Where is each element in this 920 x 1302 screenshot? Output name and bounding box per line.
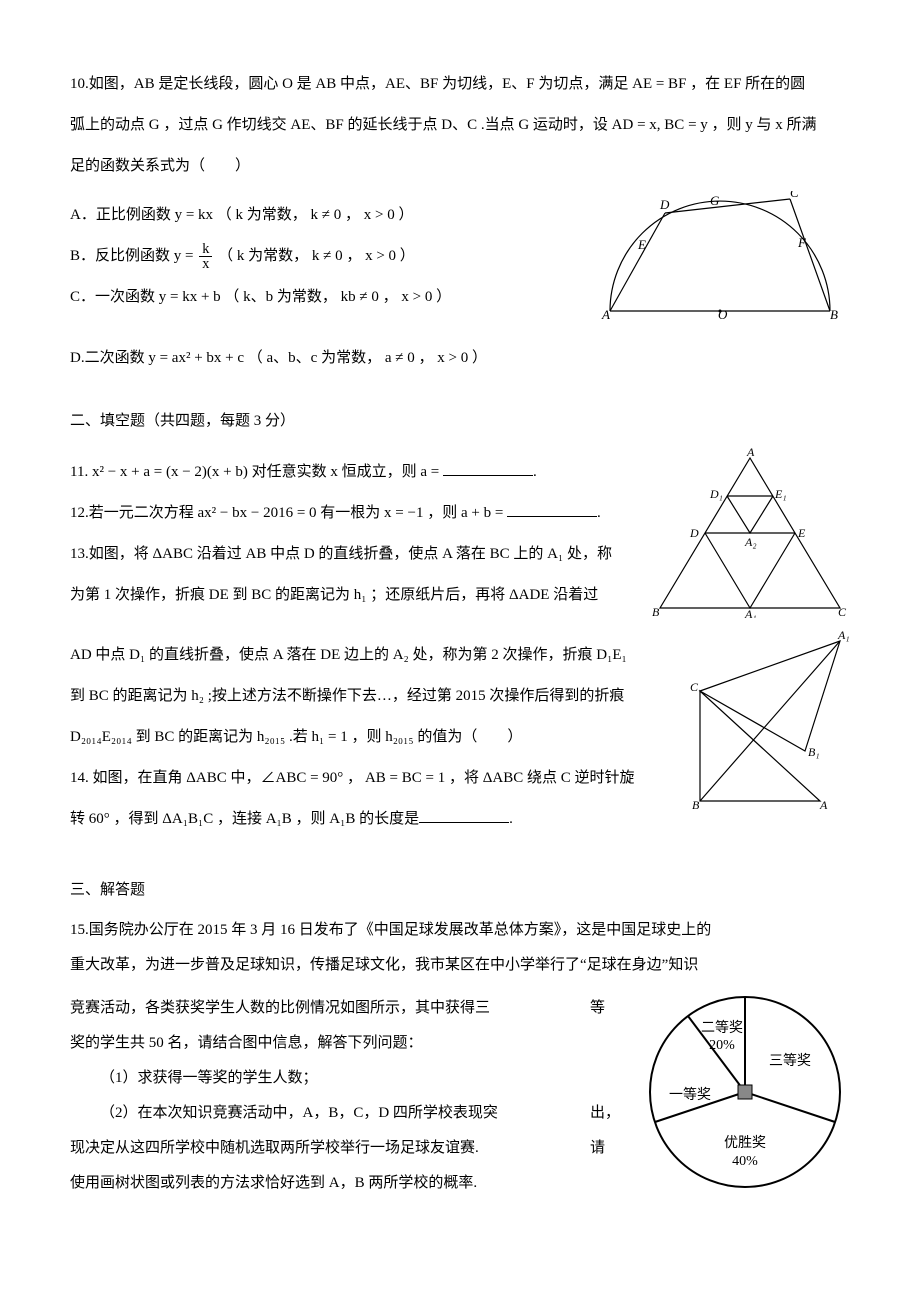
q15-sub1: （1）求获得一等奖的学生人数； bbox=[70, 1065, 570, 1092]
q15-sub2-line1: （2）在本次知识竞赛活动中，A，B，C，D 四所学校表现突 bbox=[70, 1100, 570, 1127]
q12: 12.若一元二次方程 ax² − bx − 2016 = 0 有一根为 x = … bbox=[70, 497, 630, 530]
label-C: C bbox=[790, 191, 799, 200]
q12-text: 12.若一元二次方程 ax² − bx − 2016 = 0 有一根为 x = … bbox=[70, 505, 507, 521]
q15-line2: 重大改革，为进一步普及足球知识，传播足球文化，我市某区在中小学举行了“足球在身边… bbox=[70, 952, 850, 979]
q13-figure: A B C D E D₁ E₁ A₁ A₂ bbox=[650, 448, 850, 618]
label-E: E bbox=[637, 237, 646, 252]
q10-figure: A B O E F D C G bbox=[590, 191, 850, 321]
q10-optA: A．正比例函数 y = kx （ k 为常数， k ≠ 0 ， x > 0 ） bbox=[70, 199, 570, 232]
q10-line2: 弧上的动点 G ，过点 G 作切线交 AE、BF 的延长线于点 D、C .当点 … bbox=[70, 109, 850, 142]
label-B: B bbox=[652, 605, 660, 618]
label-O: O bbox=[718, 307, 728, 321]
q15-sub2-line3: 使用画树状图或列表的方法求恰好选到 A，B 两所学校的概率. bbox=[70, 1170, 570, 1197]
label-A1: A₁ bbox=[744, 607, 757, 618]
label-B: B bbox=[692, 798, 700, 811]
pie-pct-honor: 40% bbox=[732, 1154, 758, 1169]
q15-wrap-3: 请 bbox=[590, 1135, 620, 1162]
label-A: A bbox=[746, 448, 755, 459]
q13-line5: D₂₀₁₄E₂₀₁₄ 到 BC 的距离记为 h₂₀₁₅ .若 h₁ = 1 ，则… bbox=[70, 721, 660, 754]
q14-end: . bbox=[509, 811, 513, 827]
q11-end: . bbox=[533, 464, 537, 480]
q13-line1: 13.如图，将 ΔABC 沿着过 AB 中点 D 的直线折叠，使点 A 落在 B… bbox=[70, 538, 630, 571]
q10-optB: B．反比例函数 y = kx （ k 为常数， k ≠ 0 ， x > 0 ） bbox=[70, 240, 570, 273]
label-D: D bbox=[689, 526, 699, 540]
label-A: A bbox=[601, 307, 610, 321]
pie-label-third: 三等奖 bbox=[769, 1052, 811, 1069]
label-A: A bbox=[819, 798, 828, 811]
label-B: B bbox=[830, 307, 838, 321]
q14-text: 转 60° ，得到 ΔA₁B₁C ，连接 A₁B ，则 A₁B 的长度是 bbox=[70, 811, 419, 827]
label-E: E bbox=[797, 526, 806, 540]
q10-optB-pre: B．反比例函数 y = bbox=[70, 248, 197, 264]
label-B1: B₁ bbox=[808, 745, 820, 759]
q12-end: . bbox=[597, 505, 601, 521]
q10-line1: 10.如图，AB 是定长线段，圆心 O 是 AB 中点，AE、BF 为切线，E、… bbox=[70, 68, 850, 101]
label-E1: E₁ bbox=[774, 487, 787, 501]
label-G: G bbox=[710, 193, 720, 208]
q14-blank[interactable] bbox=[419, 807, 509, 823]
q10-optD: D.二次函数 y = ax² + bx + c （ a、b、c 为常数， a ≠… bbox=[70, 342, 850, 375]
q15-wrap-1: 等 bbox=[590, 995, 620, 1022]
label-F: F bbox=[797, 235, 807, 250]
q14-line1: 14. 如图，在直角 ΔABC 中，∠ABC = 90° ， AB = BC =… bbox=[70, 762, 660, 795]
fraction-k-x: kx bbox=[199, 242, 212, 272]
pie-label-second: 二等奖 bbox=[701, 1019, 743, 1036]
q15-line4: 奖的学生共 50 名，请结合图中信息，解答下列问题： bbox=[70, 1030, 570, 1057]
q12-blank[interactable] bbox=[507, 501, 597, 517]
q13-line2: 为第 1 次操作，折痕 DE 到 BC 的距离记为 h₁ ；还原纸片后，再将 Δ… bbox=[70, 579, 630, 612]
pie-chart: 二等奖 20% 三等奖 一等奖 优胜奖 40% bbox=[640, 987, 850, 1197]
section-3-heading: 三、解答题 bbox=[70, 874, 850, 907]
q10-optB-post: （ k 为常数， k ≠ 0 ， x > 0 ） bbox=[214, 248, 414, 264]
label-D: D bbox=[659, 197, 670, 212]
pie-pct-second: 20% bbox=[709, 1038, 735, 1053]
section-2-heading: 二、填空题（共四题，每题 3 分） bbox=[70, 405, 850, 438]
q13-line4: 到 BC 的距离记为 h₂ ;按上述方法不断操作下去…，经过第 2015 次操作… bbox=[70, 680, 660, 713]
label-C: C bbox=[690, 680, 699, 694]
q10-line3: 足的函数关系式为（ ） bbox=[70, 150, 850, 183]
label-C: C bbox=[838, 605, 847, 618]
q15-wrap-2: 出， bbox=[590, 1100, 620, 1127]
pie-label-first: 一等奖 bbox=[669, 1086, 711, 1103]
q15-line3: 竞赛活动，各类获奖学生人数的比例情况如图所示，其中获得三 bbox=[70, 995, 570, 1022]
label-A2: A₂ bbox=[744, 535, 757, 549]
q11-blank[interactable] bbox=[443, 460, 533, 476]
q10-optC: C．一次函数 y = kx + b （ k、b 为常数， kb ≠ 0 ， x … bbox=[70, 281, 570, 314]
label-A1: A₁ bbox=[837, 631, 850, 642]
label-D1: D₁ bbox=[709, 487, 723, 501]
q15-sub2-line2: 现决定从这四所学校中随机选取两所学校举行一场足球友谊赛. bbox=[70, 1135, 570, 1162]
pie-label-honor: 优胜奖 bbox=[724, 1134, 766, 1151]
q13-line3: AD 中点 D₁ 的直线折叠，使点 A 落在 DE 边上的 A₂ 处，称为第 2… bbox=[70, 639, 660, 672]
q14-line2: 转 60° ，得到 ΔA₁B₁C ，连接 A₁B ，则 A₁B 的长度是. bbox=[70, 803, 660, 836]
q11: 11. x² − x + a = (x − 2)(x + b) 对任意实数 x … bbox=[70, 456, 630, 489]
q11-text: 11. x² − x + a = (x − 2)(x + b) 对任意实数 x … bbox=[70, 464, 443, 480]
q15-line1: 15.国务院办公厅在 2015 年 3 月 16 日发布了《中国足球发展改革总体… bbox=[70, 917, 850, 944]
q14-figure: C B A A₁ B₁ bbox=[680, 631, 850, 811]
